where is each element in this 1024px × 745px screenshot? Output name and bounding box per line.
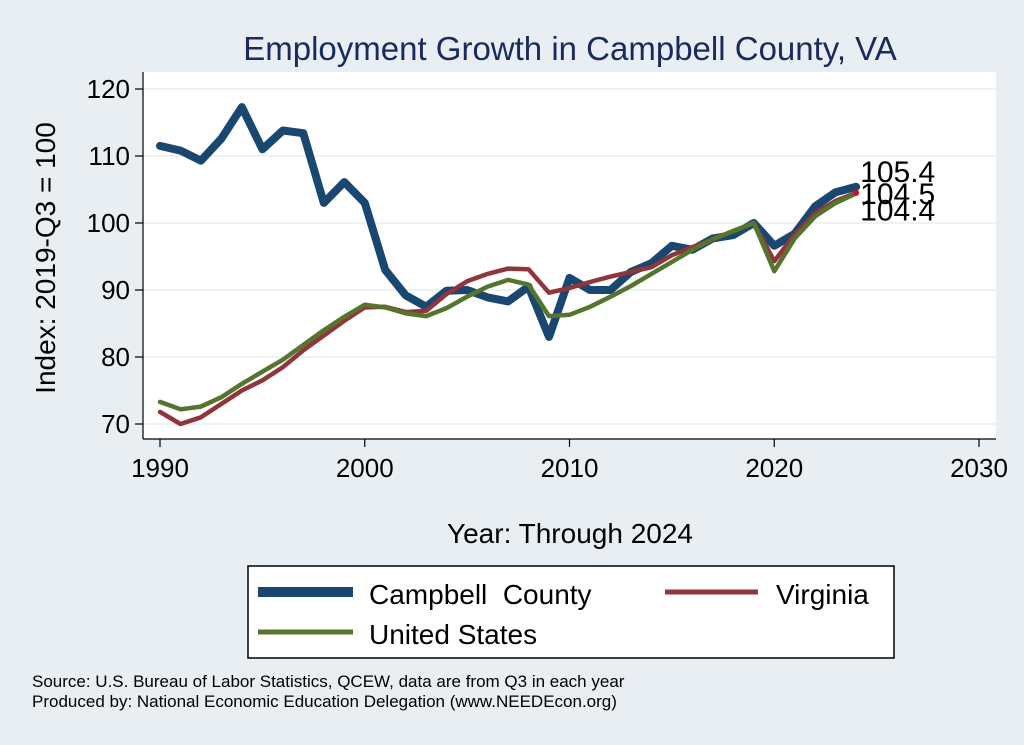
x-tick-label: 2030 <box>950 453 1008 483</box>
series-lines <box>156 103 861 427</box>
x-tick-label: 2020 <box>745 453 803 483</box>
legend-box <box>247 565 895 659</box>
legend-label-virginia: Virginia <box>776 579 869 610</box>
series-line-campbell <box>156 103 861 341</box>
y-tick-label: 70 <box>101 409 130 439</box>
end-label: 104.5 <box>860 178 935 211</box>
series-line-united-states <box>157 191 859 412</box>
axes: 70 80 90 100 110 120 1990 2000 2010 2020 2030 <box>87 72 1008 483</box>
x-tick-label: 2000 <box>336 453 394 483</box>
legend: Campbell County Virginia United States <box>247 565 895 659</box>
legend-label-us: United States <box>369 619 537 650</box>
x-axis-label: Year: Through 2024 <box>447 518 693 549</box>
y-tick-label: 110 <box>89 141 130 171</box>
end-label: 105.4 <box>860 156 935 189</box>
y-tick-label: 80 <box>101 342 130 372</box>
end-marker <box>853 189 860 196</box>
x-tick-label: 1990 <box>131 453 189 483</box>
plot-area <box>143 72 996 439</box>
source-note: Source: U.S. Bureau of Labor Statistics,… <box>32 672 625 691</box>
y-axis-label: Index: 2019-Q3 = 100 <box>30 122 61 394</box>
y-tick-label: 120 <box>87 74 130 104</box>
x-tick-label: 2010 <box>541 453 599 483</box>
legend-label-campbell: Campbell County <box>369 579 592 610</box>
y-tick-label: 100 <box>87 208 130 238</box>
chart-title: Employment Growth in Campbell County, VA <box>243 30 897 67</box>
produced-by-note: Produced by: National Economic Education… <box>32 692 617 711</box>
y-tick-label: 90 <box>101 275 130 305</box>
end-label: 104.4 <box>860 195 935 228</box>
